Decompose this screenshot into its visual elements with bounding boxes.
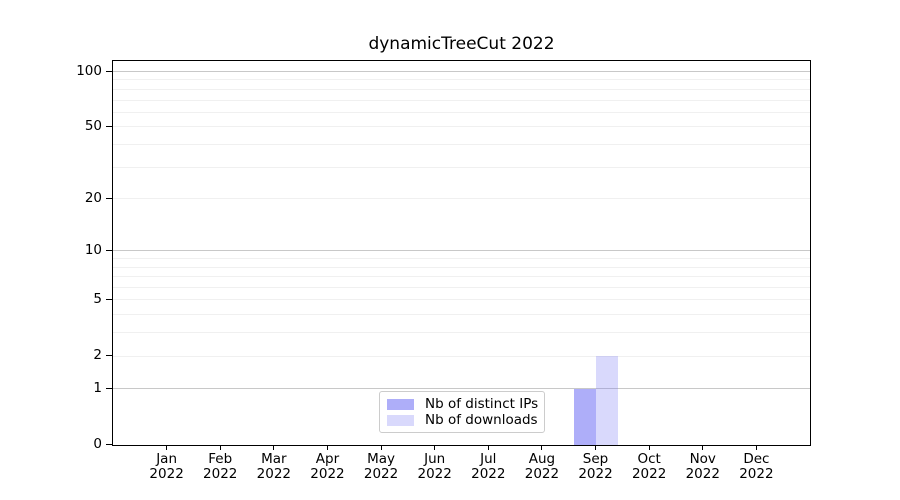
minor-gridline-6	[113, 287, 810, 289]
major-gridline-10	[113, 250, 810, 252]
x-tick-mark-oct-2022	[648, 445, 650, 450]
y-tick-label-2: 2	[93, 347, 102, 364]
legend-label-downloads: Nb of downloads	[425, 412, 538, 428]
chart-title: dynamicTreeCut 2022	[368, 34, 555, 54]
y-tick-mark-20	[106, 197, 112, 199]
y-tick-label-10: 10	[84, 241, 102, 258]
x-tick-mark-apr-2022	[326, 445, 328, 450]
y-tick-label-20: 20	[84, 189, 102, 206]
x-tick-label-mar-2022: Mar 2022	[256, 451, 292, 482]
x-tick-mark-nov-2022	[702, 445, 704, 450]
legend-swatch-downloads	[387, 414, 414, 426]
x-tick-mark-jan-2022	[166, 445, 168, 450]
minor-gridline-4	[113, 314, 810, 316]
y-tick-label-0: 0	[93, 436, 102, 452]
y-tick-label-50: 50	[84, 117, 102, 134]
x-tick-mark-sep-2022	[595, 445, 597, 450]
x-tick-mark-aug-2022	[541, 445, 543, 450]
x-tick-mark-jul-2022	[487, 445, 489, 450]
minor-gridline-5	[113, 299, 810, 301]
y-tick-label-100: 100	[76, 62, 102, 79]
major-gridline-100	[113, 71, 810, 72]
x-tick-mark-may-2022	[380, 445, 382, 450]
minor-gridline-3	[113, 332, 810, 334]
x-tick-label-sep-2022: Sep 2022	[578, 451, 613, 482]
minor-gridline-70	[113, 99, 810, 101]
y-tick-mark-1	[106, 387, 112, 389]
y-tick-mark-10	[106, 249, 112, 251]
minor-gridline-20	[113, 198, 810, 200]
minor-gridline-60	[113, 111, 810, 113]
legend-item-distinct-ips: Nb of distinct IPs	[387, 396, 539, 412]
x-tick-label-dec-2022: Dec 2022	[739, 451, 774, 482]
x-tick-mark-jun-2022	[434, 445, 436, 450]
minor-gridline-80	[113, 88, 810, 90]
y-tick-mark-50	[106, 125, 112, 127]
legend: Nb of distinct IPs Nb of downloads	[379, 391, 545, 433]
x-tick-label-jul-2022: Jul 2022	[471, 451, 506, 482]
x-tick-label-aug-2022: Aug 2022	[524, 451, 560, 482]
plot-area	[112, 60, 811, 446]
y-tick-mark-2	[106, 355, 112, 357]
minor-gridline-90	[113, 79, 810, 81]
x-tick-mark-mar-2022	[273, 445, 275, 450]
minor-gridline-50	[113, 126, 810, 128]
x-tick-label-may-2022: May 2022	[363, 451, 399, 482]
major-gridline-1	[113, 388, 810, 390]
legend-swatch-distinct-ips	[387, 398, 414, 410]
minor-gridline-9	[113, 258, 810, 260]
y-tick-mark-5	[106, 298, 112, 300]
minor-gridline-2	[113, 355, 810, 357]
minor-gridline-8	[113, 266, 810, 268]
x-tick-mark-dec-2022	[755, 445, 757, 450]
x-tick-label-jun-2022: Jun 2022	[417, 451, 452, 482]
legend-label-distinct-ips: Nb of distinct IPs	[425, 396, 539, 412]
y-tick-label-5: 5	[93, 290, 102, 307]
x-tick-mark-feb-2022	[219, 445, 221, 450]
x-tick-label-apr-2022: Apr 2022	[310, 451, 345, 482]
bar-nb-of-downloads-sep-2022	[595, 356, 618, 445]
minor-gridline-40	[113, 143, 810, 145]
minor-gridline-7	[113, 276, 810, 278]
y-tick-mark-0	[106, 444, 112, 445]
minor-gridline-30	[113, 166, 810, 168]
y-tick-label-1: 1	[93, 379, 102, 396]
x-tick-label-nov-2022: Nov 2022	[685, 451, 720, 482]
y-tick-mark-100	[106, 70, 112, 72]
bar-nb-of-distinct-ips-sep-2022	[573, 388, 596, 445]
x-tick-label-oct-2022: Oct 2022	[631, 451, 667, 482]
legend-item-downloads: Nb of downloads	[387, 412, 538, 428]
x-tick-label-feb-2022: Feb 2022	[203, 451, 238, 482]
x-tick-label-jan-2022: Jan 2022	[149, 451, 184, 482]
